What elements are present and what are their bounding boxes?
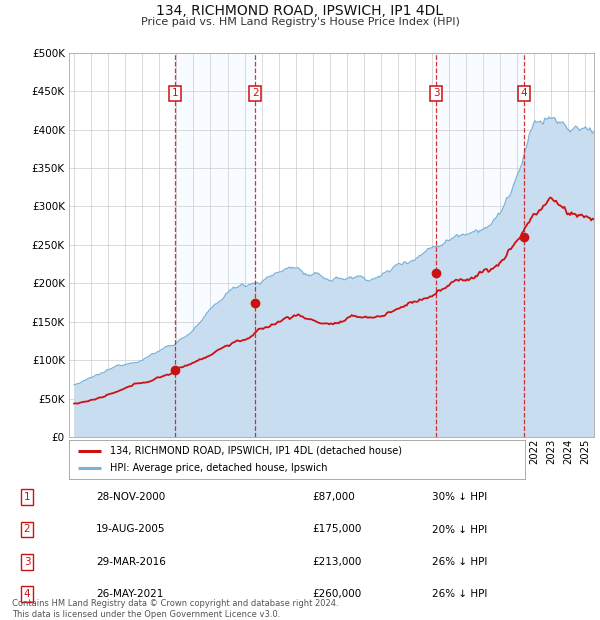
Text: 3: 3 [433, 89, 439, 99]
Text: 1: 1 [172, 89, 178, 99]
Text: £175,000: £175,000 [312, 525, 361, 534]
Text: 134, RICHMOND ROAD, IPSWICH, IP1 4DL: 134, RICHMOND ROAD, IPSWICH, IP1 4DL [157, 4, 443, 19]
Text: 19-AUG-2005: 19-AUG-2005 [96, 525, 166, 534]
Text: 2: 2 [23, 525, 31, 534]
Text: 4: 4 [23, 589, 31, 599]
Text: 26-MAY-2021: 26-MAY-2021 [96, 589, 163, 599]
Text: 20% ↓ HPI: 20% ↓ HPI [432, 525, 487, 534]
Bar [436, 53, 524, 437]
Text: £213,000: £213,000 [312, 557, 361, 567]
Text: 3: 3 [23, 557, 31, 567]
Text: 28-NOV-2000: 28-NOV-2000 [96, 492, 165, 502]
Text: 29-MAR-2016: 29-MAR-2016 [96, 557, 166, 567]
Text: £87,000: £87,000 [312, 492, 355, 502]
Text: Price paid vs. HM Land Registry's House Price Index (HPI): Price paid vs. HM Land Registry's House … [140, 17, 460, 27]
Text: 2: 2 [252, 89, 259, 99]
Text: £260,000: £260,000 [312, 589, 361, 599]
Text: 4: 4 [521, 89, 527, 99]
Text: 30% ↓ HPI: 30% ↓ HPI [432, 492, 487, 502]
Text: 134, RICHMOND ROAD, IPSWICH, IP1 4DL (detached house): 134, RICHMOND ROAD, IPSWICH, IP1 4DL (de… [110, 446, 402, 456]
Text: 1: 1 [23, 492, 31, 502]
Text: HPI: Average price, detached house, Ipswich: HPI: Average price, detached house, Ipsw… [110, 463, 328, 473]
Text: 26% ↓ HPI: 26% ↓ HPI [432, 557, 487, 567]
Text: Contains HM Land Registry data © Crown copyright and database right 2024.
This d: Contains HM Land Registry data © Crown c… [12, 600, 338, 619]
Bar [175, 53, 256, 437]
Text: 26% ↓ HPI: 26% ↓ HPI [432, 589, 487, 599]
